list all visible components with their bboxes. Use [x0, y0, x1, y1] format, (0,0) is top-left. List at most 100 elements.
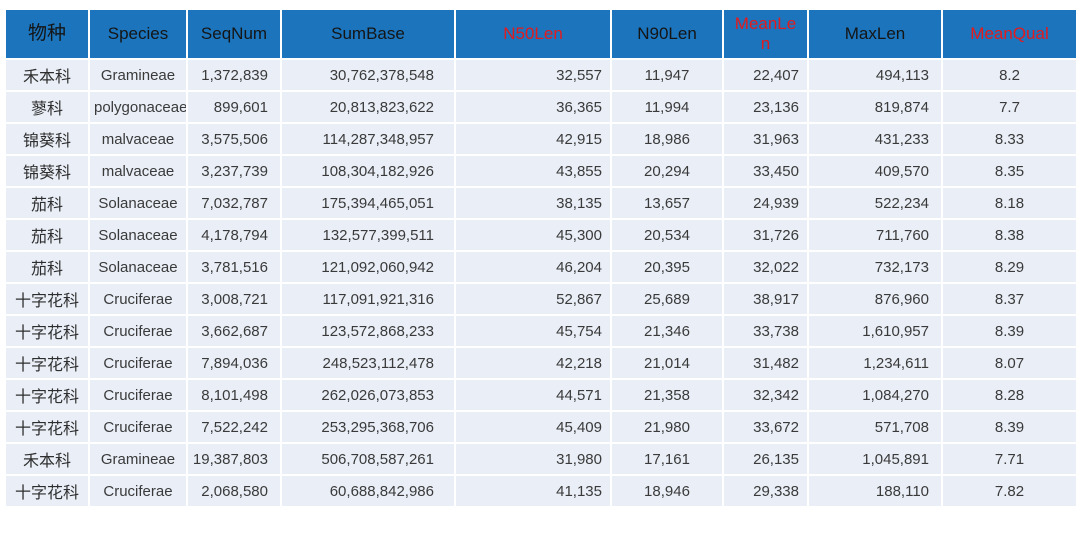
- cell-sumbase: 114,287,348,957: [280, 122, 456, 156]
- cell-meanlen: 26,135: [722, 442, 809, 476]
- cell-n90len: 11,994: [610, 90, 724, 124]
- cell-species: Solanaceae: [88, 186, 188, 220]
- table-row: 茄科 Solanaceae 7,032,787 175,394,465,051 38,1…: [4, 186, 1078, 220]
- table-row: 锦葵科 malvaceae 3,237,739 108,304,182,926 43,8…: [4, 154, 1078, 188]
- cell-maxlen: 1,045,891: [807, 442, 943, 476]
- cell-sumbase: 132,577,399,511: [280, 218, 456, 252]
- cell-sumbase: 60,688,842,986: [280, 474, 456, 508]
- cell-species-cn: 十字花科: [4, 314, 90, 348]
- table-body: 禾本科 Gramineae 1,372,839 30,762,378,548 32,55…: [4, 58, 1078, 508]
- cell-n50len: 42,218: [454, 346, 612, 380]
- col-header-label: SumBase: [331, 24, 405, 44]
- cell-seqnum: 3,237,739: [186, 154, 282, 188]
- cell-meanqual: 8.2: [941, 58, 1078, 92]
- cell-n50len: 46,204: [454, 250, 612, 284]
- cell-n90len: 20,534: [610, 218, 724, 252]
- cell-meanqual: 8.37: [941, 282, 1078, 316]
- cell-meanqual: 7.71: [941, 442, 1078, 476]
- cell-meanlen: 33,672: [722, 410, 809, 444]
- cell-species-cn: 禾本科: [4, 442, 90, 476]
- col-header-seqnum: SeqNum: [186, 8, 282, 60]
- cell-species: malvaceae: [88, 154, 188, 188]
- cell-species-cn: 十字花科: [4, 346, 90, 380]
- cell-sumbase: 20,813,823,622: [280, 90, 456, 124]
- cell-n90len: 25,689: [610, 282, 724, 316]
- col-header-label: N90Len: [637, 24, 697, 44]
- cell-n50len: 41,135: [454, 474, 612, 508]
- cell-maxlen: 494,113: [807, 58, 943, 92]
- cell-meanlen: 31,726: [722, 218, 809, 252]
- cell-n90len: 11,947: [610, 58, 724, 92]
- table-row: 禾本科 Gramineae 1,372,839 30,762,378,548 32,55…: [4, 58, 1078, 92]
- species-sequencing-stats-table: 物种 Species SeqNum SumBase N50Len N90Len MeanLe…: [4, 8, 1078, 508]
- cell-maxlen: 1,610,957: [807, 314, 943, 348]
- cell-maxlen: 876,960: [807, 282, 943, 316]
- cell-maxlen: 819,874: [807, 90, 943, 124]
- cell-sumbase: 121,092,060,942: [280, 250, 456, 284]
- cell-meanqual: 8.39: [941, 410, 1078, 444]
- table-row: 茄科 Solanaceae 3,781,516 121,092,060,942 46,2…: [4, 250, 1078, 284]
- col-header-label: N50Len: [503, 24, 563, 44]
- cell-species-cn: 十字花科: [4, 282, 90, 316]
- cell-sumbase: 262,026,073,853: [280, 378, 456, 412]
- cell-species-cn: 禾本科: [4, 58, 90, 92]
- table-row: 十字花科 Cruciferae 8,101,498 262,026,073,853 44…: [4, 378, 1078, 412]
- cell-n90len: 20,294: [610, 154, 724, 188]
- cell-maxlen: 571,708: [807, 410, 943, 444]
- col-header-species-cn: 物种: [4, 8, 90, 60]
- table-row: 禾本科 Gramineae 19,387,803 506,708,587,261 31,…: [4, 442, 1078, 476]
- cell-n90len: 13,657: [610, 186, 724, 220]
- cell-n90len: 20,395: [610, 250, 724, 284]
- cell-meanqual: 8.39: [941, 314, 1078, 348]
- cell-meanlen: 29,338: [722, 474, 809, 508]
- cell-sumbase: 30,762,378,548: [280, 58, 456, 92]
- cell-n50len: 42,915: [454, 122, 612, 156]
- table-row: 锦葵科 malvaceae 3,575,506 114,287,348,957 42,9…: [4, 122, 1078, 156]
- cell-species-cn: 蓼科: [4, 90, 90, 124]
- col-header-species: Species: [88, 8, 188, 60]
- col-header-label: MeanLen: [734, 14, 797, 53]
- cell-meanqual: 8.07: [941, 346, 1078, 380]
- cell-species: Cruciferae: [88, 314, 188, 348]
- cell-species-cn: 十字花科: [4, 378, 90, 412]
- cell-maxlen: 1,234,611: [807, 346, 943, 380]
- col-header-label: MeanQual: [970, 24, 1049, 44]
- cell-species: Solanaceae: [88, 250, 188, 284]
- cell-sumbase: 123,572,868,233: [280, 314, 456, 348]
- cell-n50len: 45,409: [454, 410, 612, 444]
- cell-maxlen: 711,760: [807, 218, 943, 252]
- table-row: 十字花科 Cruciferae 7,894,036 248,523,112,478 42…: [4, 346, 1078, 380]
- cell-maxlen: 431,233: [807, 122, 943, 156]
- cell-meanlen: 33,450: [722, 154, 809, 188]
- cell-species-cn: 锦葵科: [4, 154, 90, 188]
- cell-n90len: 17,161: [610, 442, 724, 476]
- cell-n90len: 21,346: [610, 314, 724, 348]
- cell-seqnum: 3,008,721: [186, 282, 282, 316]
- cell-seqnum: 7,522,242: [186, 410, 282, 444]
- cell-species-cn: 茄科: [4, 218, 90, 252]
- cell-seqnum: 3,575,506: [186, 122, 282, 156]
- cell-species: Solanaceae: [88, 218, 188, 252]
- cell-n50len: 38,135: [454, 186, 612, 220]
- cell-maxlen: 732,173: [807, 250, 943, 284]
- cell-n50len: 36,365: [454, 90, 612, 124]
- cell-seqnum: 7,894,036: [186, 346, 282, 380]
- cell-species: Gramineae: [88, 58, 188, 92]
- cell-meanlen: 32,022: [722, 250, 809, 284]
- cell-seqnum: 899,601: [186, 90, 282, 124]
- cell-n90len: 18,946: [610, 474, 724, 508]
- cell-species: polygonaceae: [88, 90, 188, 124]
- cell-seqnum: 8,101,498: [186, 378, 282, 412]
- table-header-row: 物种 Species SeqNum SumBase N50Len N90Len MeanLe…: [4, 8, 1078, 60]
- col-header-label: SeqNum: [200, 24, 268, 44]
- table-row: 十字花科 Cruciferae 2,068,580 60,688,842,986 41,…: [4, 474, 1078, 508]
- cell-sumbase: 175,394,465,051: [280, 186, 456, 220]
- cell-meanlen: 31,963: [722, 122, 809, 156]
- cell-species-cn: 茄科: [4, 250, 90, 284]
- cell-meanlen: 38,917: [722, 282, 809, 316]
- cell-n50len: 31,980: [454, 442, 612, 476]
- cell-species: Cruciferae: [88, 410, 188, 444]
- col-header-label: 物种: [27, 23, 66, 45]
- cell-seqnum: 2,068,580: [186, 474, 282, 508]
- cell-maxlen: 1,084,270: [807, 378, 943, 412]
